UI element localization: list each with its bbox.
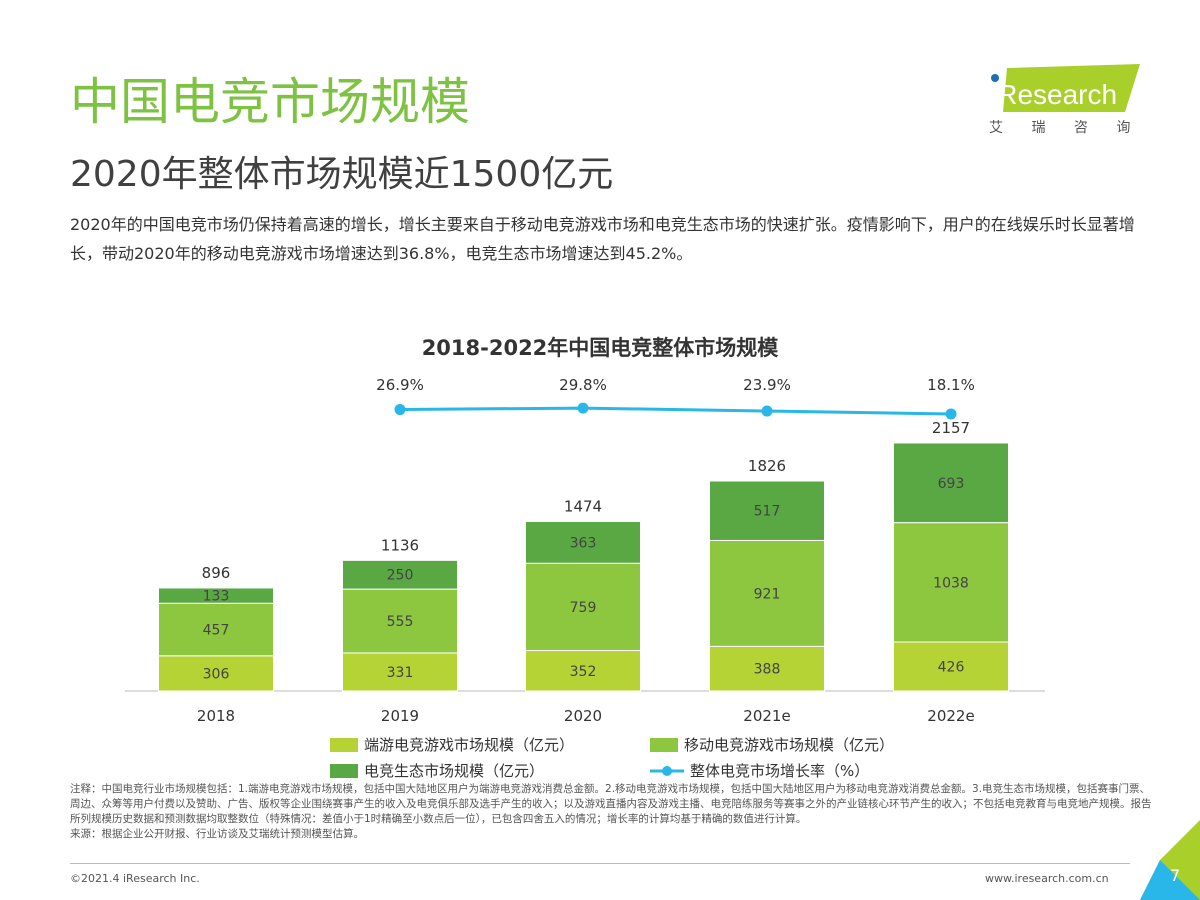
bar-value-label: 388 <box>754 662 781 678</box>
x-tick-label: 2021e <box>743 707 790 725</box>
bar-value-label: 331 <box>387 665 414 681</box>
bar-value-label: 693 <box>938 476 965 492</box>
bar-value-label: 363 <box>570 535 597 551</box>
chart-title: 2018-2022年中国电竞整体市场规模 <box>421 336 779 360</box>
bar-value-label: 352 <box>570 664 597 680</box>
bar-value-label: 250 <box>387 568 414 584</box>
x-tick-label: 2019 <box>381 707 419 725</box>
growth-label: 18.1% <box>927 376 975 394</box>
description: 2020年的中国电竞市场仍保持着高速的增长，增长主要来自于移动电竞游戏市场和电竞… <box>70 215 1135 263</box>
bar-segment <box>525 650 641 692</box>
legend-item-pc: 端游电竞游戏市场规模（亿元） <box>330 734 574 755</box>
legend-label: 端游电竞游戏市场规模（亿元） <box>364 736 575 754</box>
legend-label: 电竞生态市场规模（亿元） <box>364 762 545 780</box>
bar-total-label: 1474 <box>564 497 602 515</box>
growth-point <box>577 402 589 414</box>
bar-value-label: 921 <box>754 586 781 602</box>
bar-segment <box>709 645 825 692</box>
bar-value-label: 759 <box>570 600 597 616</box>
legend-swatch <box>330 763 358 778</box>
bar-value-label: 306 <box>203 666 230 682</box>
legend-item-eco: 电竞生态市场规模（亿元） <box>330 760 544 781</box>
logo-subtext: 艾 瑞 咨 询 <box>989 120 1142 136</box>
bar-segment <box>342 559 458 590</box>
bar-segment <box>342 588 458 654</box>
bar-total-label: 1136 <box>381 536 419 554</box>
page-title: 中国电竞市场规模 <box>70 73 470 131</box>
source-text: 来源：根据企业公开财报、行业访谈及艾瑞统计预测模型估算。 <box>70 828 364 840</box>
bar-segment <box>525 562 641 652</box>
legend-label: 整体电竞市场增长率（%） <box>690 762 870 780</box>
x-tick-label: 2022e <box>927 707 974 725</box>
bar-value-label: 555 <box>387 614 414 630</box>
corner-decoration <box>1140 820 1200 900</box>
divider <box>70 863 1130 864</box>
legend-line-icon <box>650 765 684 776</box>
growth-label: 29.8% <box>559 376 607 394</box>
growth-point <box>394 404 406 416</box>
website-link[interactable]: www.iresearch.com.cn <box>985 872 1109 885</box>
bar-segment <box>342 652 458 692</box>
logo-text: iResearch <box>991 79 1117 110</box>
x-tick-label: 2020 <box>564 707 602 725</box>
growth-point <box>761 405 773 417</box>
bar-segment <box>893 641 1009 692</box>
growth-line <box>399 406 952 416</box>
bar-segment <box>158 587 274 604</box>
bar-total-label: 896 <box>202 564 231 582</box>
bar-segment <box>893 522 1009 643</box>
x-tick-label: 2018 <box>197 707 235 725</box>
legend-label: 移动电竞游戏市场规模（亿元） <box>684 736 895 754</box>
legend-item-mobile: 移动电竞游戏市场规模（亿元） <box>650 734 894 755</box>
bar-value-label: 426 <box>938 660 965 676</box>
bar-value-label: 457 <box>203 623 230 639</box>
growth-point <box>945 408 957 420</box>
bar-value-label: 1038 <box>933 575 969 591</box>
bar-segment <box>158 602 274 657</box>
footnotes: 注释：中国电竞行业市场规模包括：1.端游电竞游戏市场规模，包括中国大陆地区用户为… <box>70 782 1160 842</box>
legend-item-growth: 整体电竞市场增长率（%） <box>650 760 869 781</box>
chart-area: 306 457 133 896 2018 331 555 250 1136 2019 352 759 3… <box>125 376 1045 725</box>
legend-swatch <box>330 737 358 752</box>
growth-label: 23.9% <box>743 376 791 394</box>
bar-segment <box>158 655 274 692</box>
notes-text: 注释：中国电竞行业市场规模包括：1.端游电竞游戏市场规模，包括中国大陆地区用户为… <box>70 783 1152 825</box>
bar-value-label: 517 <box>754 504 781 520</box>
bar-total-label: 1826 <box>748 457 786 475</box>
bar-value-label: 133 <box>203 589 230 605</box>
bar-segment <box>709 480 825 541</box>
iresearch-logo: iResearch 艾 瑞 咨 询 <box>985 60 1145 140</box>
bar-total-label: 2157 <box>932 419 970 437</box>
bar-segment <box>709 539 825 647</box>
bar-segment <box>893 442 1009 524</box>
page-subtitle: 2020年整体市场规模近1500亿元 <box>70 154 614 195</box>
bar-segment <box>525 520 641 564</box>
page-number: 7 <box>1170 866 1181 885</box>
copyright: ©2021.4 iResearch Inc. <box>70 872 200 885</box>
legend-swatch <box>650 737 678 752</box>
growth-label: 26.9% <box>376 376 424 394</box>
